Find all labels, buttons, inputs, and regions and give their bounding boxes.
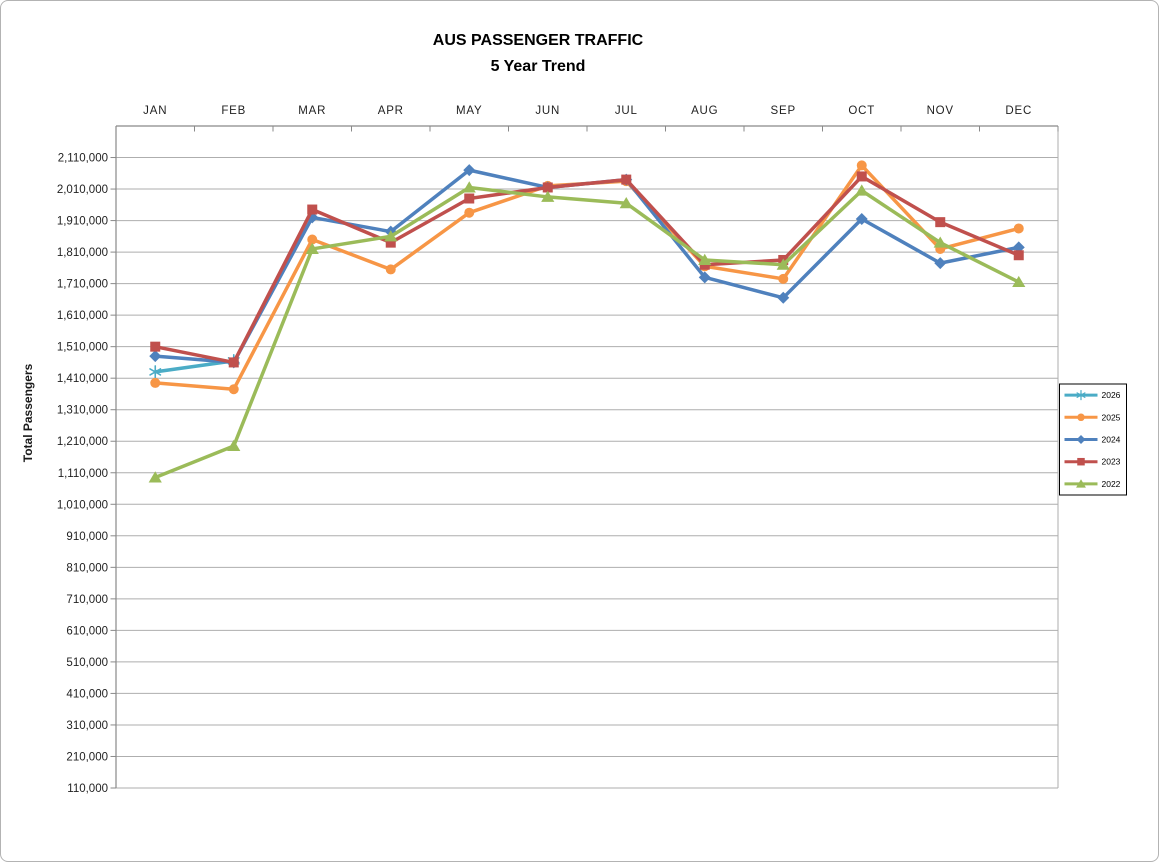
y-tick-label: 1,310,000 — [57, 405, 108, 417]
legend: 2026 2025 2024 2023 2022 — [1059, 383, 1127, 496]
series-2022-point-may — [462, 181, 476, 193]
month-label-jun: JUN — [535, 105, 560, 117]
series-2024-point-nov — [934, 257, 947, 270]
y-tick-label: 1,410,000 — [57, 373, 108, 385]
month-label-dec: DEC — [1005, 105, 1032, 117]
series-2022-point-jan — [148, 471, 162, 483]
legend-entry-2024: 2024 — [1064, 435, 1121, 445]
series-2023-point-oct — [856, 171, 867, 182]
series-2022-point-apr — [384, 230, 398, 242]
y-tick-label: 410,000 — [66, 688, 108, 700]
series-2025-point-may — [464, 207, 475, 218]
month-label-oct: OCT — [848, 105, 875, 117]
legend-marker-2024 — [1076, 435, 1086, 444]
y-tick-label: 1,610,000 — [57, 310, 108, 322]
axis-ticks — [110, 157, 116, 789]
y-tick-label: 510,000 — [66, 657, 108, 669]
series-2022-line — [153, 185, 1021, 480]
legend-entry-2022: 2022 — [1064, 479, 1121, 489]
chart-title: AUS PASSENGER TRAFFIC — [432, 32, 644, 49]
series-2022 — [148, 181, 1026, 483]
series-2023-line — [153, 174, 1021, 365]
y-tick-label: 1,910,000 — [57, 216, 108, 228]
series-2023-point-mar — [307, 204, 318, 215]
series-2024-point-jan — [149, 350, 162, 363]
series-2022-point-oct — [855, 184, 869, 196]
series-2023-point-jan — [150, 341, 161, 352]
legend-entry-2023: 2023 — [1064, 457, 1121, 467]
y-tick-label: 1,710,000 — [57, 279, 108, 291]
series-2025-point-dec — [1013, 223, 1024, 234]
y-tick-label: 710,000 — [66, 594, 108, 606]
month-label-may: MAY — [456, 105, 482, 117]
y-tick-label: 1,210,000 — [57, 436, 108, 448]
series-2025-point-sep — [778, 273, 789, 284]
series-2023-point-feb — [228, 357, 239, 368]
month-label-aug: AUG — [691, 105, 718, 117]
y-tick-label: 2,010,000 — [57, 184, 108, 196]
legend-marker-2023 — [1077, 457, 1085, 466]
y-axis-title: Total Passengers — [21, 363, 35, 463]
legend-marker-2022 — [1076, 479, 1086, 488]
legend-marker-2026 — [1076, 390, 1086, 401]
y-gridlines — [116, 157, 1058, 789]
month-label-jul: JUL — [615, 105, 638, 117]
month-label-apr: APR — [378, 105, 404, 117]
month-label-nov: NOV — [927, 105, 954, 117]
series-2022-point-aug — [698, 253, 712, 265]
month-label-mar: MAR — [298, 105, 326, 117]
legend-label-2022: 2022 — [1102, 479, 1121, 489]
series-2025-point-feb — [228, 384, 239, 395]
y-tick-label: 110,000 — [67, 783, 108, 795]
y-tick-label: 210,000 — [66, 751, 108, 763]
series-2023-point-apr — [385, 237, 396, 248]
axes — [115, 125, 1059, 788]
legend-marker-2025 — [1077, 413, 1085, 422]
series-2023-point-may — [464, 193, 475, 204]
series-2023-point-dec — [1013, 250, 1024, 261]
chart-subtitle: 5 Year Trend — [490, 58, 586, 75]
series-2023-point-nov — [935, 217, 946, 228]
y-tick-label: 610,000 — [66, 625, 108, 637]
series-2024-point-may — [463, 164, 476, 177]
y-tick-label: 1,510,000 — [57, 342, 108, 354]
y-tick-label: 310,000 — [66, 720, 108, 732]
series-2023-point-jul — [621, 174, 632, 185]
series-2023-point-jun — [542, 182, 553, 193]
series-2022-point-sep — [776, 258, 790, 270]
series-2024-point-aug — [698, 271, 711, 284]
series-2022-point-mar — [305, 242, 319, 254]
y-tick-labels: 110,000 210,000 310,000 410,000 510,000 610,0… — [57, 153, 108, 795]
series-2022-point-jul — [619, 197, 633, 209]
y-tick-label: 810,000 — [66, 562, 108, 574]
series-2022-point-dec — [1012, 275, 1026, 288]
month-label-feb: FEB — [221, 105, 246, 117]
series-2026-point-jan — [149, 365, 162, 379]
series-2025-point-mar — [307, 234, 318, 245]
series-2022-point-nov — [933, 236, 947, 248]
legend-entry-2026: 2026 — [1064, 390, 1121, 401]
series-2022-point-jun — [541, 190, 555, 202]
series-2024-point-oct — [855, 212, 868, 225]
y-tick-label: 1,110,000 — [58, 468, 108, 480]
legend-label-2024: 2024 — [1102, 435, 1121, 445]
series-2025-point-oct — [856, 160, 867, 171]
series-2024-point-sep — [777, 291, 790, 304]
series-2022-point-feb — [227, 439, 241, 451]
series-2025-point-apr — [385, 264, 396, 275]
series-2025-point-jan — [150, 377, 161, 388]
y-tick-label: 910,000 — [66, 531, 108, 543]
y-tick-label: 1,810,000 — [57, 247, 108, 259]
y-tick-label: 2,110,000 — [58, 153, 108, 165]
legend-label-2025: 2025 — [1102, 412, 1121, 422]
legend-entry-2025: 2025 — [1064, 412, 1121, 422]
month-labels: JAN FEB MAR APR MAY JUN JUL AUG SEP OCT NOV DEC — [143, 105, 1032, 117]
month-label-jan: JAN — [143, 105, 167, 117]
month-label-sep: SEP — [771, 105, 796, 117]
legend-label-2023: 2023 — [1102, 457, 1121, 467]
legend-label-2026: 2026 — [1102, 390, 1121, 400]
y-tick-label: 1,010,000 — [57, 499, 108, 511]
